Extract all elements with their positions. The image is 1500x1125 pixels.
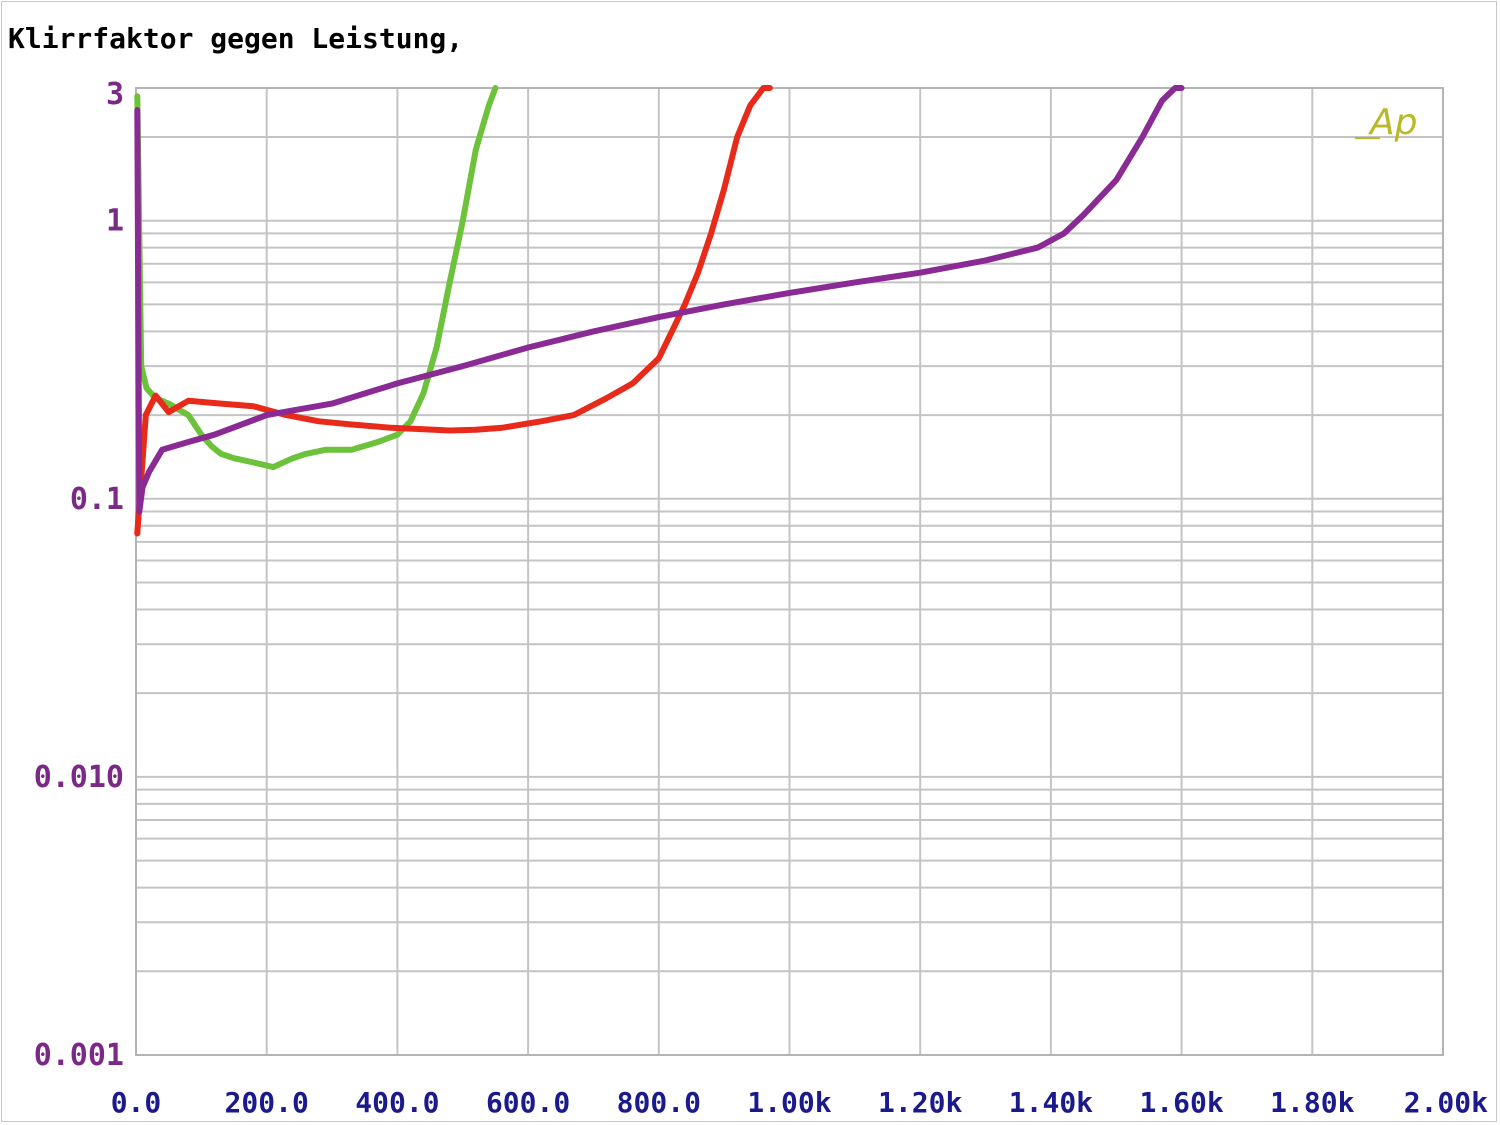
x-tick-label: 800.0 <box>617 1086 701 1119</box>
y-tick-labels: 3 1 0.1 0.010 0.001 <box>34 77 124 1073</box>
x-tick-label: 1.40k <box>1009 1086 1093 1119</box>
series-line-3 <box>134 85 1185 515</box>
x-tick-label: 200.0 <box>225 1086 309 1119</box>
x-tick-label: 1.60k <box>1139 1086 1223 1119</box>
y-tick-label: 1 <box>106 204 124 239</box>
y-tick-label: 0.001 <box>34 1038 124 1073</box>
y-tick-label: 3 <box>106 77 124 112</box>
ap-logo: Ap <box>1368 102 1417 143</box>
x-tick-label: 2.00k <box>1404 1086 1488 1119</box>
x-tick-label: 400.0 <box>355 1086 439 1119</box>
x-tick-label: 1.20k <box>878 1086 962 1119</box>
y-tick-label: 0.010 <box>34 760 124 795</box>
series-line-1 <box>134 85 499 471</box>
x-tick-labels: 0.0 200.0 400.0 600.0 800.0 1.00k 1.20k 1.40k 1.… <box>111 1086 1488 1119</box>
plot-border <box>135 87 1444 1056</box>
x-tick-label: 0.0 <box>111 1086 162 1119</box>
y-tick-label: 0.1 <box>70 482 124 517</box>
x-tick-label: 600.0 <box>486 1086 570 1119</box>
series-lines <box>134 85 1185 537</box>
series-line-2 <box>134 85 773 537</box>
x-tick-label: 1.80k <box>1270 1086 1354 1119</box>
x-tick-label: 1.00k <box>747 1086 831 1119</box>
grid <box>135 87 1444 1056</box>
chart-title: Klirrfaktor gegen Leistung, <box>8 22 463 55</box>
